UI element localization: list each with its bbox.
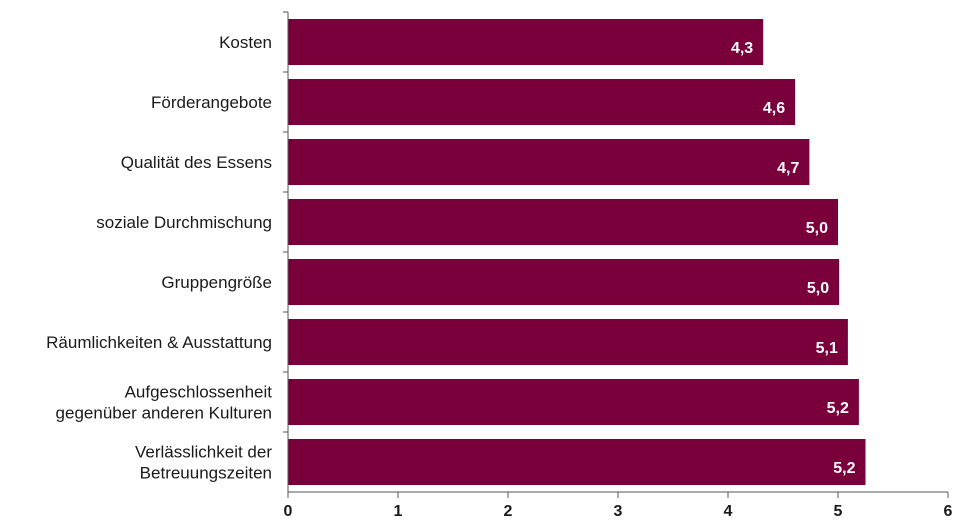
x-tick-label-0: 0: [284, 503, 293, 520]
category-label-7: Verlässlichkeit der Betreuungszeiten: [135, 443, 272, 483]
x-tick-label-5: 5: [834, 503, 843, 520]
bar-value-label-3: 5,0: [806, 220, 828, 237]
category-labels-group: Kosten Förderangebote Qualität des Essens s…: [46, 33, 272, 483]
bar-7: [288, 439, 866, 485]
x-ticks-group: 0 1 2 3 4 5 6: [283, 11, 953, 520]
bar-1: [288, 79, 796, 125]
x-tick-label-4: 4: [724, 503, 733, 520]
bar-value-label-6: 5,2: [827, 400, 849, 417]
bar-value-label-2: 4,7: [777, 160, 799, 177]
x-tick-label-6: 6: [944, 503, 953, 520]
category-label-0: Kosten: [219, 33, 272, 52]
bar-value-label-4: 5,0: [807, 280, 829, 297]
x-tick-label-3: 3: [614, 503, 623, 520]
category-label-5: Räumlichkeiten & Ausstattung: [46, 333, 272, 352]
bars-group: 4,3 4,6 4,7 5,0 5,0 5,1 5,2 5,2: [288, 19, 866, 485]
x-tick-label-1: 1: [394, 503, 403, 520]
category-label-1: Förderangebote: [151, 93, 272, 112]
bar-value-label-1: 4,6: [763, 100, 785, 117]
bar-value-label-7: 5,2: [833, 460, 855, 477]
category-label-6: Aufgeschlossenheit gegenüber anderen Kult…: [56, 383, 273, 423]
bar-6: [288, 379, 859, 425]
category-label-2: Qualität des Essens: [121, 153, 272, 172]
bar-value-label-0: 4,3: [731, 40, 753, 57]
bar-4: [288, 259, 840, 305]
category-label-4: Gruppengröße: [161, 273, 272, 292]
bar-5: [288, 319, 848, 365]
category-label-3: soziale Durchmischung: [96, 213, 272, 232]
bar-0: [288, 19, 764, 65]
bar-value-label-5: 5,1: [816, 340, 838, 357]
bar-3: [288, 199, 838, 245]
bar-2: [288, 139, 810, 185]
x-tick-label-2: 2: [504, 503, 513, 520]
